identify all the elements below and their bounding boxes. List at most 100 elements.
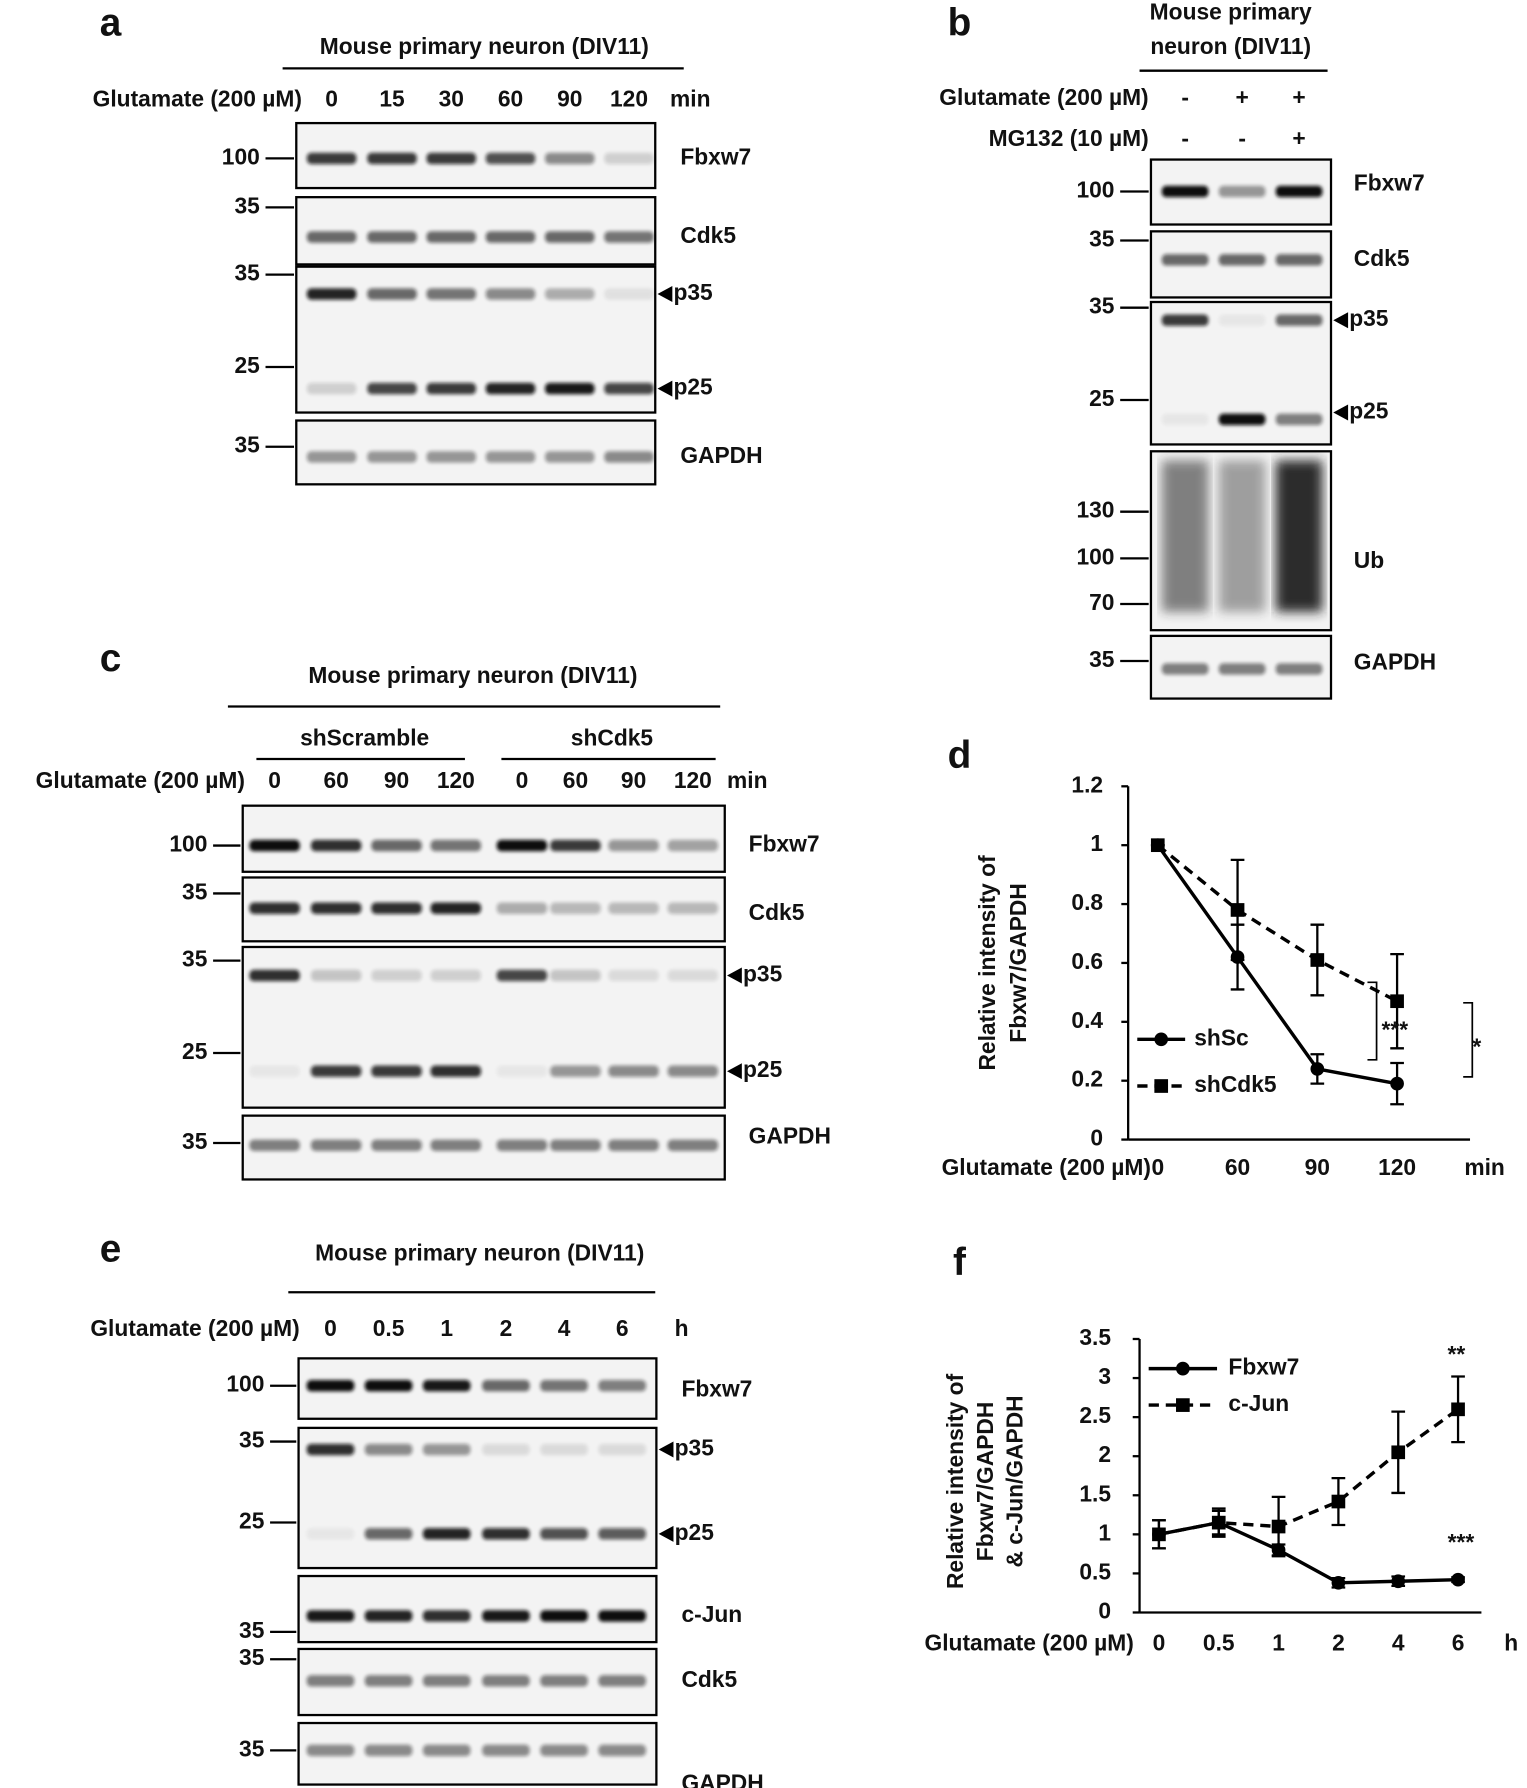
- blot-band: [371, 969, 422, 982]
- blot-band: [306, 152, 357, 165]
- blot-band: [598, 1443, 647, 1456]
- lane-label: +: [1292, 84, 1305, 110]
- blot-band: [367, 231, 417, 243]
- band-label: GAPDH: [681, 1770, 763, 1788]
- blot-band: [485, 451, 536, 463]
- blot-band: [598, 1675, 647, 1687]
- series-line: [1158, 1407, 1460, 1537]
- blot-band: [367, 382, 417, 395]
- blot-band: [482, 1610, 530, 1622]
- panel-header: Mouse primary neuron (DIV11): [320, 33, 649, 59]
- blot-band: [422, 1443, 471, 1456]
- legend-marker: [1176, 1361, 1190, 1376]
- blot-box: [297, 1647, 658, 1717]
- lane-label: 0.5: [373, 1315, 405, 1341]
- blot-band: [422, 1675, 471, 1687]
- x-unit: h: [1504, 1629, 1518, 1655]
- lane-label: 90: [384, 767, 409, 793]
- lane-label: 0: [325, 85, 338, 111]
- panel-letter: f: [953, 1241, 966, 1284]
- blot-band: [306, 1380, 355, 1392]
- blot-band: [540, 1675, 588, 1687]
- band-label: Fbxw7: [681, 1375, 752, 1401]
- blot-band: [608, 1065, 659, 1077]
- band-arrow: [658, 1441, 674, 1458]
- panel-header: Mouse primary: [1150, 0, 1312, 25]
- blot-band: [1218, 413, 1266, 426]
- marker-label: 25: [1089, 385, 1115, 411]
- panel-letter: e: [100, 1227, 122, 1270]
- band-label: GAPDH: [680, 442, 762, 468]
- lane-label: 4: [558, 1315, 571, 1341]
- point: [1152, 1527, 1166, 1542]
- x-tick-label: 0: [1153, 1629, 1166, 1655]
- series-line: [1158, 1520, 1459, 1585]
- blot-band: [306, 1675, 355, 1687]
- blot-box: [295, 419, 657, 486]
- band-label: c-Jun: [681, 1601, 742, 1627]
- panel-letter: b: [948, 1, 972, 44]
- lane-label: 60: [323, 767, 348, 793]
- significance-bracket: [1367, 981, 1378, 1061]
- point: [1390, 1076, 1404, 1091]
- blot-band: [598, 1528, 647, 1540]
- blot-band: [540, 1610, 588, 1622]
- blot-band: [496, 839, 548, 852]
- blot-band: [482, 1528, 530, 1540]
- blot-band: [545, 382, 595, 395]
- band-label: p25: [673, 374, 713, 400]
- lane-label: 0: [516, 767, 529, 793]
- point: [1331, 1575, 1346, 1590]
- blot-band: [540, 1744, 588, 1757]
- marker-label: 35: [182, 946, 208, 972]
- blot-band: [1161, 254, 1209, 266]
- lane-label: -: [1238, 125, 1246, 151]
- legend-marker: [1154, 1079, 1169, 1093]
- blot-band: [540, 1380, 588, 1392]
- marker-label: 100: [1076, 543, 1114, 569]
- blot-band: [1275, 314, 1323, 326]
- blot-band: [310, 969, 362, 982]
- annotation: *: [1472, 1033, 1481, 1059]
- group-label: shCdk5: [571, 725, 654, 751]
- marker-label: 100: [222, 143, 260, 169]
- blot-band: [485, 288, 536, 300]
- band-label: Fbxw7: [1354, 170, 1425, 196]
- blot-band: [496, 1139, 548, 1151]
- blot-band: [306, 231, 357, 243]
- marker-label: 130: [1076, 497, 1114, 523]
- marker-label: 100: [169, 831, 207, 857]
- blot-band: [598, 1610, 647, 1622]
- blot-band: [310, 902, 362, 914]
- x-tick-label: 2: [1332, 1629, 1345, 1655]
- point: [1150, 838, 1165, 853]
- x-axis-label: Glutamate (200 µM): [924, 1629, 1133, 1655]
- band-arrow: [657, 380, 673, 397]
- blot-smear: [1161, 460, 1209, 612]
- lane-label: 90: [557, 85, 582, 111]
- x-tick-label: 0: [1151, 1154, 1164, 1180]
- blot-band: [249, 969, 300, 982]
- band-label: Cdk5: [681, 1666, 737, 1692]
- blot-band: [1161, 185, 1209, 198]
- blot-band: [550, 1139, 601, 1151]
- lane-label: 120: [610, 85, 648, 111]
- unit-label: h: [675, 1315, 689, 1341]
- marker-label: 100: [226, 1371, 264, 1397]
- legend-label: Fbxw7: [1228, 1354, 1299, 1380]
- blot-band: [598, 1380, 647, 1392]
- x-tick-label: 6: [1452, 1629, 1465, 1655]
- blot-band: [608, 839, 659, 852]
- y-axis-label: Fbxw7/GAPDH: [1005, 883, 1031, 1043]
- blot-band: [496, 902, 548, 914]
- lane-label: 60: [498, 85, 523, 111]
- panel-letter: d: [948, 734, 972, 777]
- marker-label: 35: [182, 878, 208, 904]
- y-tick-label: 1: [1090, 830, 1103, 856]
- band-arrow: [727, 967, 742, 984]
- legend-label: c-Jun: [1228, 1390, 1289, 1416]
- lane-label: 2: [500, 1315, 513, 1341]
- y-tick-label: 0.8: [1071, 889, 1103, 915]
- x-tick-label: 1: [1272, 1629, 1285, 1655]
